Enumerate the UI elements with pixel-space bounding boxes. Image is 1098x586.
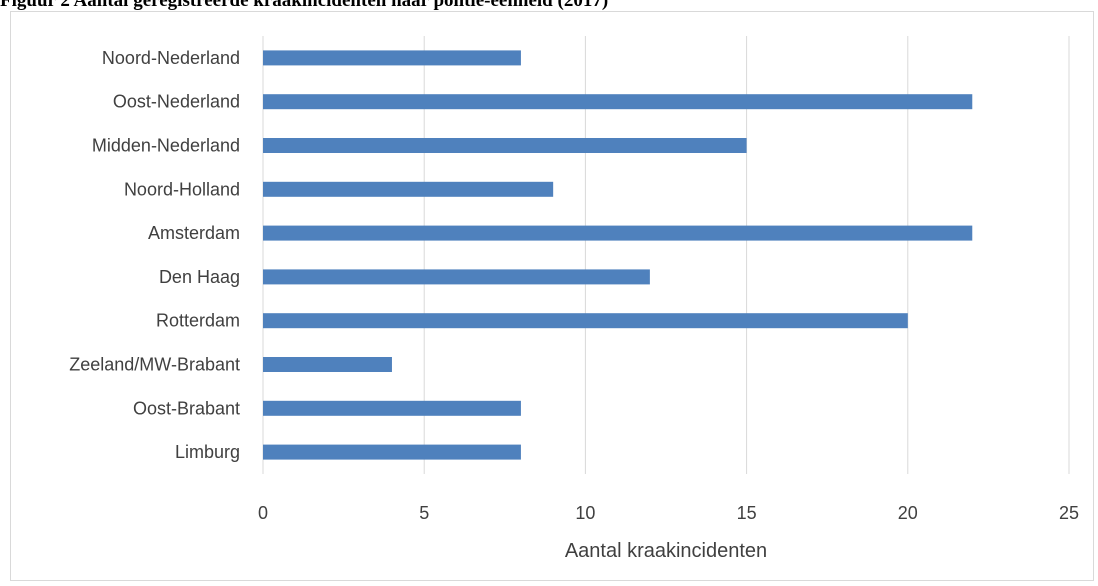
category-label: Limburg (175, 442, 240, 462)
bar-limburg (263, 444, 521, 460)
x-tick-label: 15 (737, 503, 757, 523)
bar-noord-holland (263, 181, 554, 197)
bar-amsterdam (263, 225, 973, 241)
category-label: Amsterdam (148, 223, 240, 243)
category-label: Noord-Holland (124, 179, 240, 199)
category-label: Rotterdam (156, 311, 240, 331)
bar-den-haag (263, 269, 650, 285)
bar-zeeland-mw-brabant (263, 357, 392, 372)
category-label: Oost-Brabant (133, 398, 240, 418)
category-label: Den Haag (159, 267, 240, 287)
x-tick-label: 25 (1059, 503, 1079, 523)
bar-noord-nederland (263, 50, 521, 66)
category-label: Zeeland/MW-Brabant (69, 355, 240, 375)
x-tick-label: 5 (419, 503, 429, 523)
bar-oost-nederland (263, 94, 973, 110)
x-tick-labels: 0 5 10 15 20 25 (258, 503, 1079, 523)
figure-caption: Figuur 2 Aantal geregistreerde kraakinci… (0, 0, 609, 11)
bar-midden-nederland (263, 138, 747, 153)
x-tick-label: 0 (258, 503, 268, 523)
x-axis-title: Aantal kraakincidenten (565, 540, 767, 562)
category-label: Noord-Nederland (102, 48, 240, 68)
bar-rotterdam (263, 313, 908, 329)
x-tick-label: 10 (575, 503, 595, 523)
bar-oost-brabant (263, 400, 521, 416)
bars (263, 50, 973, 460)
category-label: Oost-Nederland (113, 92, 240, 112)
category-labels: Noord-Nederland Oost-Nederland Midden-Nede… (69, 48, 240, 462)
category-label: Midden-Nederland (92, 136, 240, 156)
x-tick-label: 20 (898, 503, 918, 523)
